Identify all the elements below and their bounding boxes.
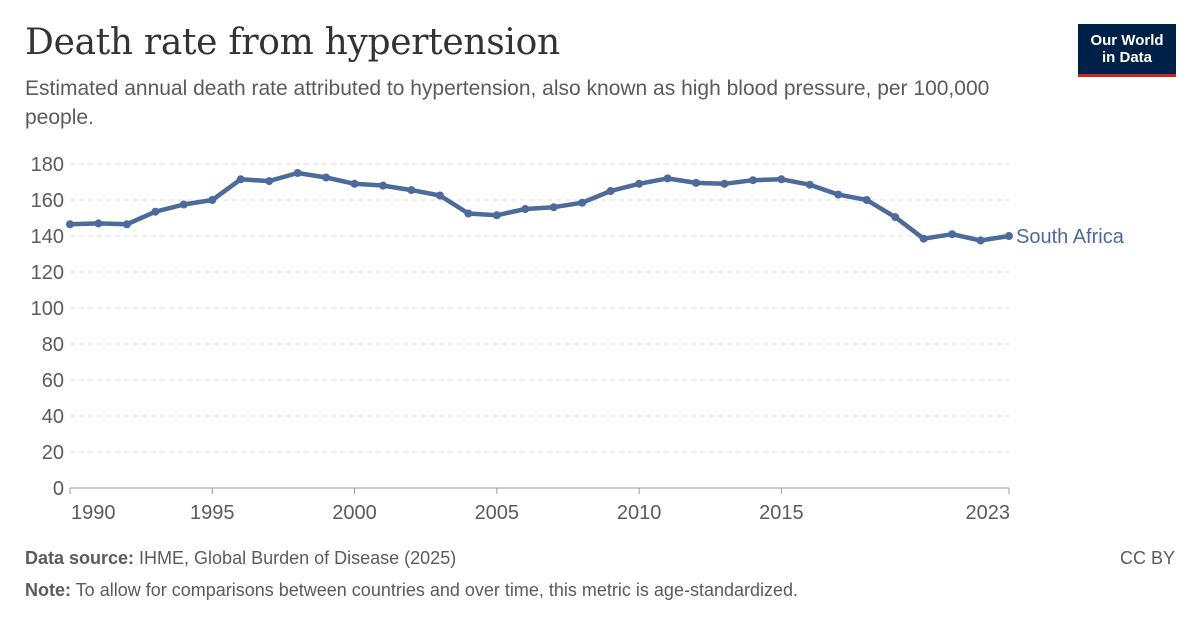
series-label: South Africa — [1016, 226, 1125, 248]
y-tick-label: 120 — [31, 262, 64, 284]
x-tick-label: 2023 — [966, 502, 1011, 524]
x-tick-label: 2010 — [617, 502, 662, 524]
data-point — [919, 234, 928, 243]
chart-title: Death rate from hypertension — [25, 22, 560, 63]
data-point — [407, 186, 416, 195]
x-tick-label: 2000 — [332, 502, 377, 524]
source-label: Data source: — [25, 548, 135, 568]
data-point — [948, 230, 957, 239]
data-point — [976, 236, 985, 245]
data-point — [805, 180, 814, 189]
data-point — [663, 174, 672, 183]
data-point — [151, 207, 160, 216]
chart-note: Note: To allow for comparisons between c… — [25, 580, 798, 601]
data-point — [122, 220, 131, 229]
data-point — [293, 169, 302, 177]
data-point — [464, 209, 473, 218]
y-tick-label: 0 — [53, 478, 64, 500]
series-lines: South Africa — [66, 169, 1125, 248]
logo-line-2: in Data — [1101, 49, 1152, 66]
data-point — [435, 191, 444, 200]
data-point — [66, 220, 74, 229]
data-point — [777, 175, 786, 184]
data-point — [1005, 232, 1013, 240]
owid-logo[interactable]: Our World in Data — [1078, 24, 1176, 77]
logo-line-1: Our World — [1090, 32, 1164, 49]
note-text: To allow for comparisons between countri… — [71, 580, 799, 600]
data-point — [748, 176, 757, 185]
y-axis-ticks: 0 20 40 60 80 100 120 140 160 180 — [31, 154, 64, 500]
data-point — [236, 175, 245, 184]
data-point — [179, 200, 188, 209]
chart-subtitle: Estimated annual death rate attributed t… — [25, 77, 990, 129]
data-point — [578, 198, 587, 207]
x-tick-label: 1990 — [71, 502, 116, 524]
data-point — [692, 178, 700, 187]
source-text: IHME, Global Burden of Disease (2025) — [134, 548, 457, 568]
data-point — [94, 219, 103, 228]
data-point — [208, 196, 217, 204]
data-point — [265, 177, 274, 186]
y-tick-label: 180 — [31, 154, 64, 176]
data-point — [549, 203, 558, 212]
gridlines — [70, 163, 1009, 453]
data-point — [521, 205, 530, 213]
license-link[interactable]: CC BY — [1119, 548, 1175, 568]
data-point — [606, 187, 615, 195]
x-tick-label: 1995 — [190, 502, 235, 524]
x-axis-ticks: 1990 1995 2000 2005 2010 2015 2023 — [69, 487, 1011, 524]
data-point — [891, 213, 900, 222]
data-point — [492, 211, 501, 220]
y-tick-label: 160 — [31, 190, 64, 212]
data-point — [350, 179, 359, 188]
data-source: Data source: IHME, Global Burden of Dise… — [25, 548, 456, 569]
x-tick-label: 2005 — [475, 502, 520, 524]
data-point — [379, 181, 387, 190]
y-tick-label: 20 — [42, 442, 64, 464]
y-tick-label: 60 — [42, 370, 64, 392]
y-tick-label: 80 — [42, 334, 64, 356]
x-tick-label: 2015 — [759, 502, 804, 524]
line-chart: 0 20 40 60 80 100 120 140 160 180 1990 1995 2000 200… — [31, 154, 1125, 524]
data-point — [862, 196, 871, 204]
series-line-south-africa — [67, 170, 1012, 243]
y-tick-label: 140 — [31, 226, 64, 248]
data-point — [322, 173, 331, 182]
data-point — [635, 179, 644, 188]
y-tick-label: 100 — [31, 298, 64, 320]
note-label: Note: — [25, 580, 71, 600]
data-point — [834, 190, 843, 199]
data-point — [720, 179, 729, 188]
y-tick-label: 40 — [42, 406, 64, 428]
